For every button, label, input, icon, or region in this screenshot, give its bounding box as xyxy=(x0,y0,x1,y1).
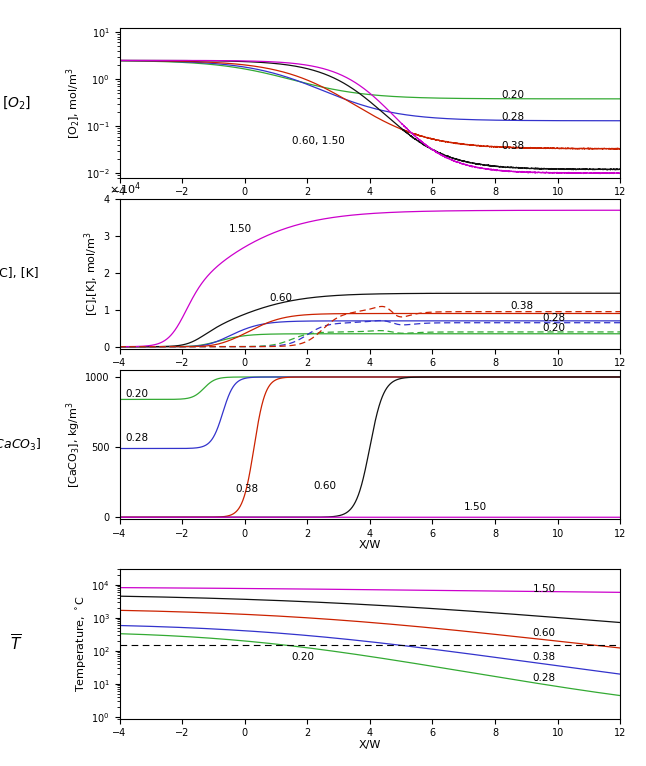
Text: 1.50: 1.50 xyxy=(464,502,487,512)
X-axis label: X/W: X/W xyxy=(359,740,381,750)
Text: $\times\,10^4$: $\times\,10^4$ xyxy=(110,180,141,197)
Text: 0.28: 0.28 xyxy=(542,313,565,322)
Text: $\overline{T}$: $\overline{T}$ xyxy=(10,633,23,654)
Text: 0.38: 0.38 xyxy=(510,301,534,311)
Text: 0.60: 0.60 xyxy=(532,628,556,638)
X-axis label: X/W: X/W xyxy=(359,541,381,551)
Text: 0.38: 0.38 xyxy=(532,652,556,662)
Text: 0.38: 0.38 xyxy=(501,141,525,151)
Text: 0.60: 0.60 xyxy=(270,293,293,303)
X-axis label: X/W: X/W xyxy=(359,370,381,380)
Y-axis label: [CaCO$_3$], kg/m$^3$: [CaCO$_3$], kg/m$^3$ xyxy=(64,401,83,488)
Text: 0.20: 0.20 xyxy=(542,323,565,333)
Y-axis label: Temperature, $^\circ$C: Temperature, $^\circ$C xyxy=(74,595,89,692)
Text: 0.60, 1.50: 0.60, 1.50 xyxy=(291,136,344,146)
Text: 0.20: 0.20 xyxy=(126,388,149,398)
Text: 0.60: 0.60 xyxy=(313,481,337,491)
Text: 0.28: 0.28 xyxy=(501,112,525,122)
Y-axis label: [C],[K], mol/m$^3$: [C],[K], mol/m$^3$ xyxy=(82,231,101,316)
Text: 0.28: 0.28 xyxy=(532,673,556,683)
X-axis label: X/W: X/W xyxy=(359,199,381,209)
Text: 0.28: 0.28 xyxy=(126,433,149,443)
Y-axis label: [O$_2$], mol/m$^3$: [O$_2$], mol/m$^3$ xyxy=(65,67,83,139)
Text: $[O_2]$: $[O_2]$ xyxy=(1,95,31,111)
Text: 0.20: 0.20 xyxy=(291,652,315,662)
Text: $[CaCO_3]$: $[CaCO_3]$ xyxy=(0,437,42,453)
Text: 0.20: 0.20 xyxy=(501,90,525,100)
Text: 1.50: 1.50 xyxy=(229,224,252,234)
Text: 1.50: 1.50 xyxy=(532,584,556,594)
Text: [C], [K]: [C], [K] xyxy=(0,267,39,280)
Text: 0.38: 0.38 xyxy=(235,484,258,494)
